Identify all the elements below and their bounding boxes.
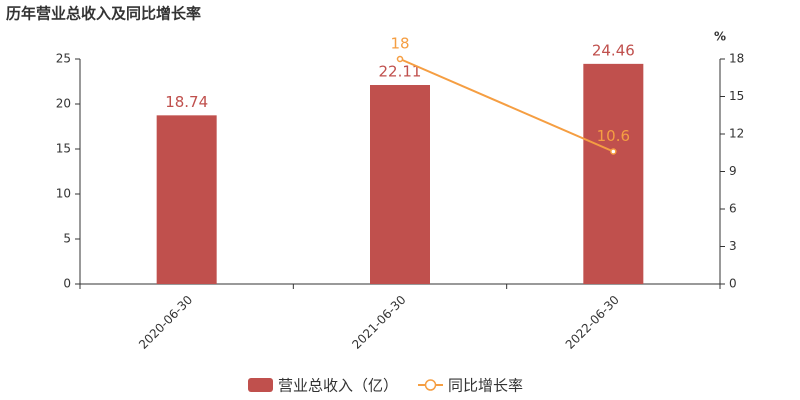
y-tick-label: 25: [56, 52, 71, 66]
bar: [583, 63, 644, 284]
bar-value-label: 24.46: [592, 41, 635, 59]
y2-tick-label: 6: [729, 202, 737, 216]
y-tick-label: 0: [63, 277, 71, 291]
y-tick-label: 15: [56, 142, 71, 156]
x-tick-label: 2021-06-30: [349, 293, 408, 352]
legend-label: 同比增长率: [448, 377, 523, 395]
y-tick-label: 10: [56, 187, 71, 201]
y2-axis-label: %: [714, 30, 726, 44]
bar-value-label: 22.11: [379, 63, 422, 81]
y2-tick-label: 18: [729, 52, 744, 66]
legend-label: 营业总收入（亿）: [278, 377, 398, 395]
chart-title: 历年营业总收入及同比增长率: [6, 5, 201, 23]
y-tick-label: 20: [56, 97, 71, 111]
y2-tick-label: 3: [729, 239, 737, 253]
bar-value-label: 18.74: [165, 93, 208, 111]
line-value-label: 18: [390, 35, 409, 53]
line-point: [396, 55, 404, 63]
legend-swatch-point: [424, 379, 437, 391]
y2-tick-label: 12: [729, 127, 744, 141]
x-tick-label: 2022-06-30: [563, 293, 622, 352]
line-value-label: 10.6: [597, 127, 630, 145]
legend-swatch: [248, 378, 273, 392]
y2-tick-label: 15: [729, 89, 744, 103]
y2-tick-label: 0: [729, 277, 737, 291]
legend-item: 营业总收入（亿）: [248, 377, 398, 395]
legend-item: 同比增长率: [418, 377, 523, 395]
line-point: [610, 148, 617, 155]
x-tick-label: 2020-06-30: [136, 293, 195, 352]
bar: [156, 115, 217, 284]
y2-tick-label: 9: [729, 164, 737, 178]
bar: [370, 85, 430, 284]
line: [399, 58, 614, 153]
y-tick-label: 5: [63, 232, 71, 246]
